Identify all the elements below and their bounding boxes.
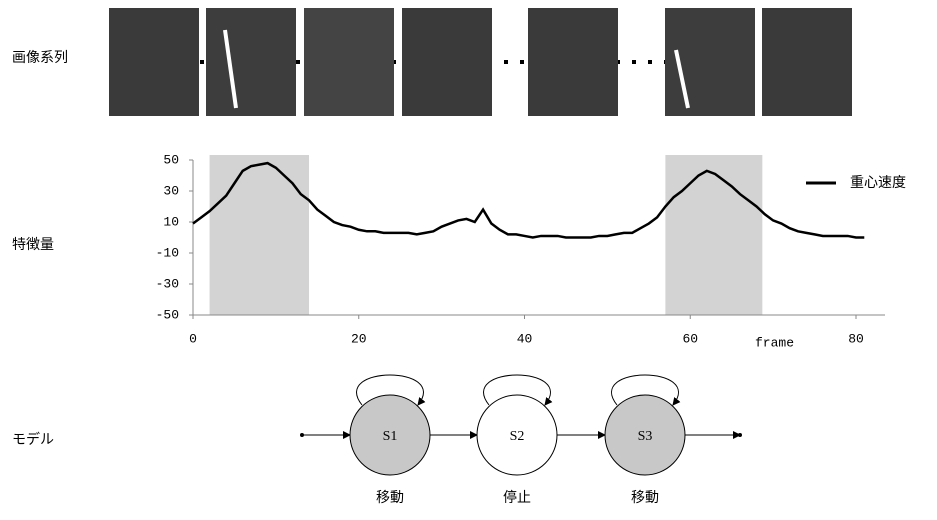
y-tick-label: 10: [163, 214, 179, 229]
figure: 画像系列 特徴量 モデル -50 -30 -10 10 30 50 0 20 40 60 80 fra…: [0, 0, 937, 516]
row-label: 特徴量: [12, 237, 54, 253]
x-tick-label: 80: [848, 331, 864, 346]
legend-label: 重心速度: [850, 175, 906, 191]
end-dot: [738, 433, 742, 437]
chart: -50 -30 -10 10 30 50 0 20 40 60 80 frame 重心速度: [156, 152, 906, 350]
state-caption: 移動: [376, 490, 404, 506]
start-dot: [300, 433, 304, 437]
x-tick-label: 20: [351, 331, 367, 346]
row-label: モデル: [12, 431, 54, 448]
shaded-region: [665, 155, 762, 315]
shaded-region: [210, 155, 309, 315]
state-caption: 移動: [631, 490, 659, 506]
image-sequence: [109, 8, 852, 116]
y-tick-label: -50: [156, 307, 179, 322]
state-label: S1: [383, 429, 398, 444]
model: S1 移動 S2 停止 S3 移動: [300, 375, 742, 506]
row-label: 画像系列: [12, 50, 68, 66]
y-tick-label: 50: [163, 152, 179, 167]
y-tick-label: 30: [163, 183, 179, 198]
x-tick-label: 60: [682, 331, 698, 346]
x-tick-label: 0: [189, 331, 197, 346]
state-label: S2: [510, 429, 525, 444]
x-tick-label: 40: [517, 331, 533, 346]
x-axis-label: frame: [755, 335, 794, 350]
state-caption: 停止: [503, 489, 531, 506]
state-label: S3: [638, 429, 653, 444]
y-tick-label: -30: [156, 276, 179, 291]
y-tick-label: -10: [156, 245, 179, 260]
